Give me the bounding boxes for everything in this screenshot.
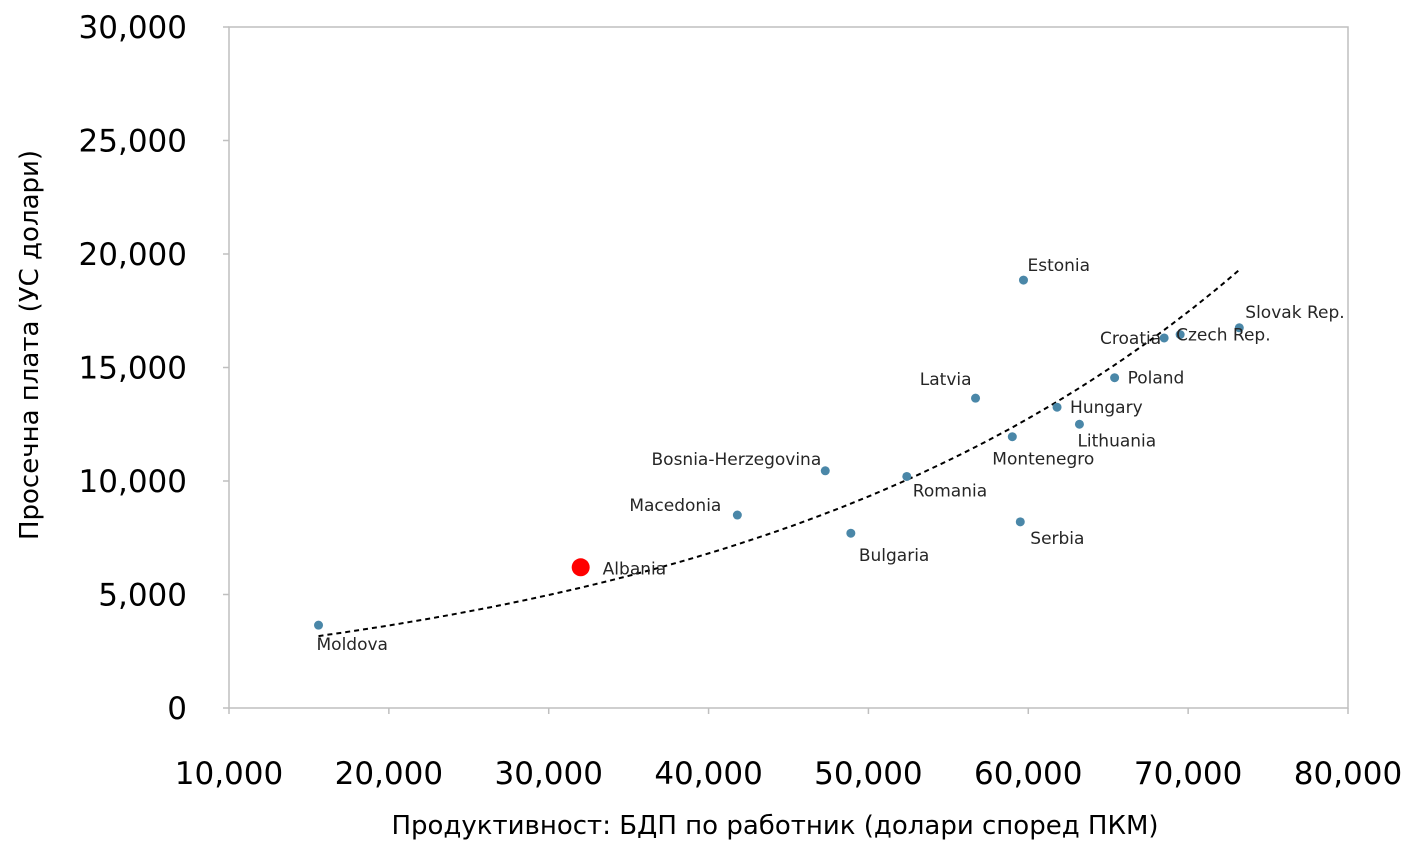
- y-tick-label: 15,000: [79, 351, 187, 387]
- y-axis-ticks: 0 5,000 10,000 15,000 20,000 25,000 30,000: [79, 10, 229, 727]
- x-tick-label: 40,000: [654, 756, 762, 792]
- y-tick-label: 25,000: [79, 124, 187, 160]
- label-macedonia: Macedonia: [629, 496, 721, 516]
- point-czech-rep: [1175, 330, 1185, 340]
- label-bosnia-herzegovina: Bosnia-Herzegovina: [652, 450, 822, 470]
- point-serbia: [1015, 517, 1025, 527]
- y-tick-label: 30,000: [79, 10, 187, 46]
- plot-area-frame: [228, 26, 1349, 709]
- label-latvia: Latvia: [920, 370, 972, 390]
- label-moldova: Moldova: [317, 635, 388, 655]
- trendline: [318, 269, 1240, 638]
- x-tick-label: 80,000: [1294, 756, 1402, 792]
- data-points: [314, 275, 1244, 630]
- x-tick-label: 50,000: [814, 756, 922, 792]
- x-tick-label: 30,000: [494, 756, 602, 792]
- y-tick-label: 20,000: [79, 237, 187, 273]
- point-slovak-rep: [1234, 323, 1244, 333]
- point-hungary: [1052, 402, 1062, 412]
- point-bulgaria: [846, 528, 856, 538]
- x-axis-ticks: 10,000 20,000 30,000 40,000 50,000 60,000 70,0…: [175, 708, 1402, 792]
- label-lithuania: Lithuania: [1077, 431, 1156, 451]
- x-tick-label: 10,000: [175, 756, 283, 792]
- point-albania: [571, 558, 590, 577]
- point-macedonia: [732, 510, 742, 520]
- label-croatia: Croatia: [1100, 329, 1161, 349]
- x-tick-label: 60,000: [974, 756, 1082, 792]
- label-albania: Albania: [603, 559, 666, 579]
- x-tick-label: 70,000: [1134, 756, 1242, 792]
- point-croatia: [1159, 333, 1169, 343]
- label-czech-rep: Czech Rep.: [1176, 326, 1270, 346]
- y-tick-label: 5,000: [98, 578, 187, 614]
- x-axis-title: Продуктивност: БДП по работник (долари с…: [391, 811, 1158, 841]
- point-montenegro: [1007, 432, 1017, 442]
- point-bosnia-herzegovina: [820, 466, 830, 476]
- label-bulgaria: Bulgaria: [859, 546, 930, 566]
- label-slovak-rep: Slovak Rep.: [1245, 303, 1344, 323]
- point-poland: [1110, 373, 1120, 383]
- label-poland: Poland: [1128, 369, 1185, 389]
- point-labels: Moldova Albania Macedonia Bosnia-Herzegovin…: [317, 256, 1345, 655]
- label-romania: Romania: [913, 481, 987, 501]
- label-hungary: Hungary: [1070, 398, 1143, 418]
- point-estonia: [1018, 275, 1028, 285]
- point-romania: [902, 471, 912, 481]
- y-tick-label: 0: [167, 691, 187, 727]
- label-serbia: Serbia: [1030, 529, 1084, 549]
- y-tick-label: 10,000: [79, 464, 187, 500]
- point-moldova: [314, 620, 324, 630]
- label-montenegro: Montenegro: [992, 450, 1094, 470]
- point-lithuania: [1074, 419, 1084, 429]
- x-tick-label: 20,000: [335, 756, 443, 792]
- y-axis-title: Просечна плата (УС долари): [15, 150, 45, 540]
- label-estonia: Estonia: [1027, 256, 1090, 276]
- point-latvia: [971, 393, 981, 403]
